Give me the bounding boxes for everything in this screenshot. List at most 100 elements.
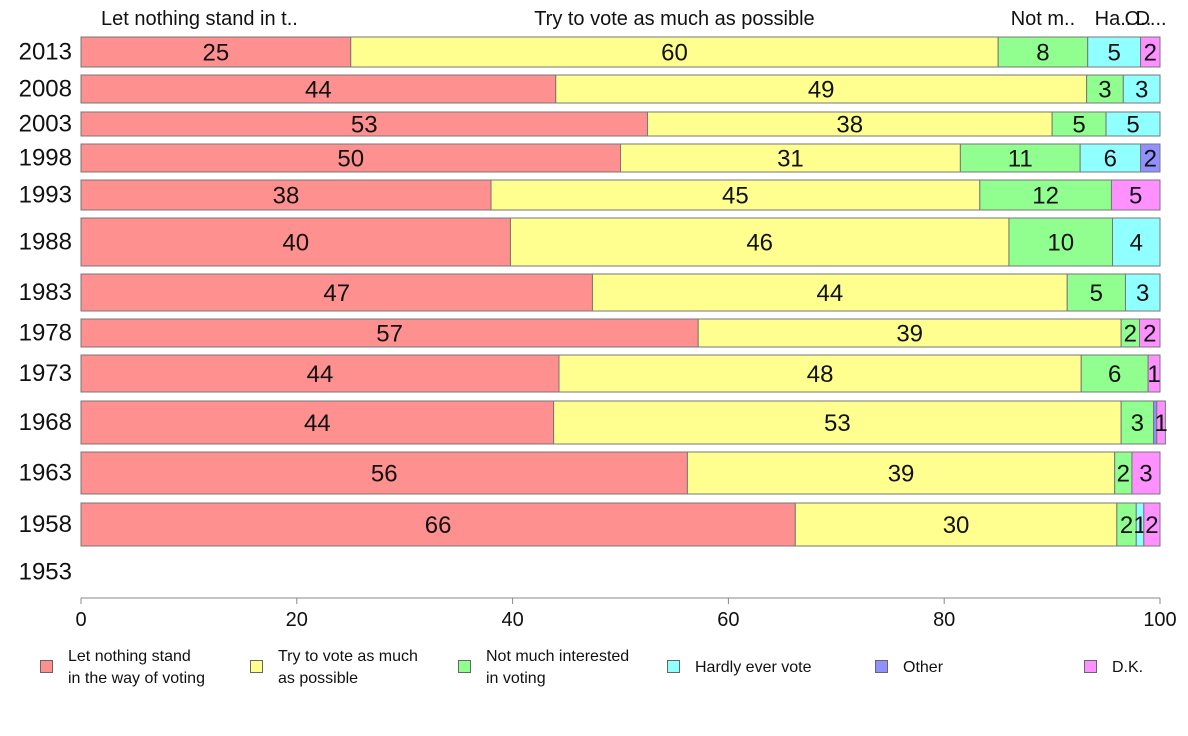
- bar-segment: [646, 111, 1053, 137]
- y-tick-label: 1998: [19, 145, 72, 172]
- data-label: 5: [1090, 280, 1103, 307]
- data-label: 38: [273, 183, 300, 210]
- y-tick-label: 1983: [19, 279, 72, 306]
- bar-segment: [1140, 143, 1161, 173]
- data-label: 44: [816, 280, 843, 307]
- legend-swatch: [1084, 660, 1097, 673]
- bar-segment: [1066, 273, 1126, 312]
- data-label: 5: [1107, 40, 1120, 67]
- data-label: 44: [304, 410, 331, 437]
- bar-segment: [1140, 36, 1161, 68]
- legend-item-other: Other: [875, 657, 943, 679]
- data-label: 2: [1144, 40, 1157, 67]
- bar-segment: [1079, 143, 1142, 173]
- bar-segment: [80, 354, 560, 393]
- top-segment-label: O..: [1125, 8, 1152, 30]
- bar-segment: [1110, 179, 1161, 211]
- data-label: 48: [807, 361, 834, 388]
- bar-segment: [490, 179, 981, 211]
- bar-segment: [686, 451, 1116, 495]
- legend-label: Try to vote as much as possible: [278, 648, 418, 687]
- bar-segment: [1156, 400, 1166, 445]
- data-label: 66: [425, 512, 452, 539]
- top-segment-label: Ha..: [1095, 8, 1132, 30]
- bar-segment: [1131, 451, 1161, 495]
- top-segment-label: Not m..: [1011, 8, 1075, 30]
- bar-segment: [1120, 400, 1155, 445]
- data-label: 53: [351, 112, 378, 139]
- data-label: 2: [1144, 146, 1157, 173]
- bar-segment: [1105, 111, 1161, 137]
- data-label: 3: [1131, 410, 1144, 437]
- legend-swatch: [667, 660, 680, 673]
- x-tick-label: 0: [75, 609, 86, 631]
- data-label: 2: [1117, 461, 1130, 488]
- bar-segment: [794, 502, 1118, 547]
- legend-item-not-much-interested: Not much interested in voting: [458, 646, 629, 690]
- data-label: 1: [1154, 410, 1167, 437]
- bar-segment: [1124, 273, 1161, 312]
- data-label: 30: [943, 512, 970, 539]
- data-label: 2: [1120, 512, 1133, 539]
- x-tick-label: 80: [933, 609, 955, 631]
- bar-segment: [959, 143, 1081, 173]
- bar-segment: [1138, 318, 1161, 348]
- data-label: 25: [203, 40, 230, 67]
- legend-item-let-nothing-stand: Let nothing stand in the way of voting: [40, 646, 205, 690]
- legend-item-dk: D.K.: [1084, 657, 1143, 679]
- data-label: 57: [376, 321, 403, 348]
- bar-segment: [697, 318, 1122, 348]
- bar-segment: [1112, 217, 1161, 267]
- data-label: 38: [836, 112, 863, 139]
- x-tick-label: 40: [501, 609, 523, 631]
- data-label: 40: [282, 230, 309, 257]
- bar-segment: [80, 143, 621, 173]
- data-label: 1: [1147, 361, 1160, 388]
- bar-segment: [80, 451, 688, 495]
- y-tick-label: 1958: [19, 511, 72, 538]
- data-label: 3: [1139, 461, 1152, 488]
- y-tick-label: 1988: [19, 229, 72, 256]
- bar-segment: [1122, 74, 1161, 104]
- bar-segment: [80, 179, 492, 211]
- data-label: 53: [824, 410, 851, 437]
- legend-item-hardly-ever-vote: Hardly ever vote: [667, 657, 812, 679]
- legend-label: Other: [903, 659, 944, 676]
- data-label: 46: [746, 230, 773, 257]
- data-label: 5: [1129, 183, 1142, 210]
- bar-segment: [591, 273, 1068, 312]
- data-label: 6: [1104, 146, 1117, 173]
- data-label: 44: [305, 77, 332, 104]
- data-label: 44: [307, 361, 334, 388]
- bar-segment: [80, 502, 796, 547]
- bar-segment: [1008, 217, 1114, 267]
- bar-segment: [80, 400, 555, 445]
- legend-item-try-to-vote: Try to vote as much as possible: [250, 646, 418, 690]
- y-tick-label: 2008: [19, 76, 72, 103]
- data-label: 50: [337, 146, 364, 173]
- x-tick-label: 100: [1143, 609, 1176, 631]
- bar-segment: [558, 354, 1082, 393]
- y-tick-label: 1968: [19, 409, 72, 436]
- bar-segment: [80, 318, 699, 348]
- bar-segment: [997, 36, 1089, 68]
- x-tick-label: 60: [717, 609, 739, 631]
- data-label: 5: [1072, 112, 1085, 139]
- data-label: 5: [1126, 112, 1139, 139]
- data-label: 39: [888, 461, 915, 488]
- bar-segment: [1147, 354, 1161, 393]
- data-label: 45: [722, 183, 749, 210]
- legend: Let nothing stand in the way of voting T…: [0, 646, 1188, 696]
- legend-swatch: [40, 660, 53, 673]
- bar-segment: [80, 111, 648, 137]
- data-label: 10: [1047, 230, 1074, 257]
- bar-segment: [80, 217, 511, 267]
- data-label: 49: [808, 77, 835, 104]
- data-label: 2: [1143, 321, 1156, 348]
- bar-segment: [80, 36, 352, 68]
- data-label: 3: [1136, 280, 1149, 307]
- data-label: 60: [661, 40, 688, 67]
- bar-segment: [1143, 502, 1161, 547]
- bar-segment: [555, 74, 1088, 104]
